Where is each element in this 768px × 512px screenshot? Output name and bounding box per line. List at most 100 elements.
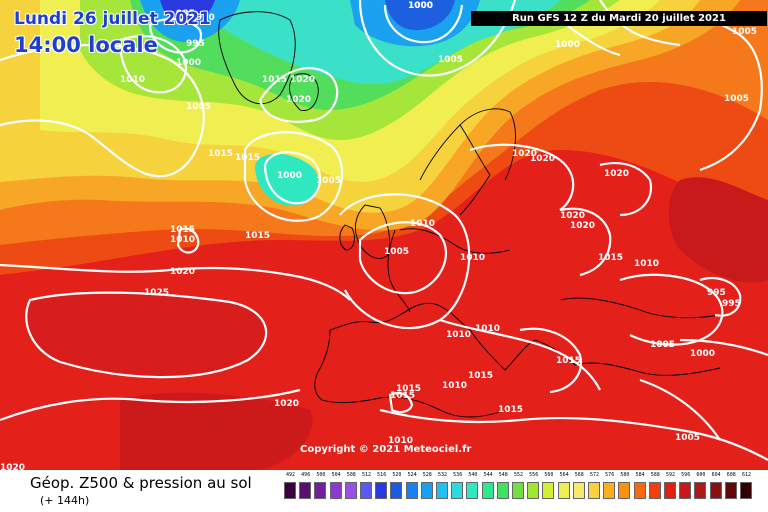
- scale-swatch: [360, 482, 372, 499]
- isobar-label: 1020: [170, 267, 195, 277]
- isobar-1015-balkans: [519, 327, 583, 394]
- scale-swatch: [420, 482, 433, 499]
- scale-swatch: [724, 482, 737, 499]
- scale-swatch: [375, 482, 388, 499]
- isobar-label: 995: [722, 299, 741, 309]
- scale-swatch: [284, 482, 296, 499]
- isobar-1005-se: [639, 378, 721, 441]
- isobar-label: 1010: [388, 436, 413, 446]
- scale-label: 608: [726, 472, 736, 478]
- scale-label: 520: [392, 472, 402, 478]
- scale-label: 540: [468, 472, 478, 478]
- scale-label: 524: [407, 472, 417, 478]
- isobar-1005-north: [358, 0, 517, 77]
- scale-label: 604: [711, 472, 721, 478]
- isobar-label: 1025: [144, 288, 169, 298]
- isobar-label: 1005: [732, 27, 757, 37]
- scale-swatch: [527, 482, 540, 499]
- scale-label: 588: [650, 472, 660, 478]
- isobar-label: 1010: [442, 381, 467, 391]
- geopotential-map-graphic: 985 990 995 1000 1000 1005 1000 1010 101…: [0, 0, 768, 470]
- zone-596-east: [668, 177, 768, 283]
- copyright-text: Copyright © 2021 Meteociel.fr: [300, 444, 472, 455]
- isobar-label: 1020: [604, 169, 629, 179]
- isobar-1010-ne: [599, 0, 681, 47]
- scale-swatch: [618, 482, 631, 499]
- isobar-1010-west: [0, 43, 205, 178]
- isobar-995-east: [699, 277, 742, 317]
- isobar-1010-africa: [379, 408, 768, 461]
- isobar-1010-med: [439, 318, 601, 391]
- isobar-label: 1020: [290, 75, 315, 85]
- scale-label: 568: [574, 472, 584, 478]
- scale-label: 504: [331, 472, 341, 478]
- isobar-990: [148, 17, 203, 54]
- scale-swatch: [740, 482, 752, 499]
- isobar-1025: [25, 291, 268, 379]
- scale-label: 512: [361, 472, 372, 478]
- scale-label: 496: [301, 472, 311, 478]
- forecast-time: 14:00 locale: [14, 33, 158, 57]
- isobar-1000-west: [118, 35, 188, 94]
- scale-label: 500: [316, 472, 326, 478]
- legend-bar: Géop. Z500 & pression au sol (+ 144h) 49…: [0, 470, 768, 512]
- zone-520: [385, 0, 455, 31]
- isobar-label: 985: [176, 9, 195, 19]
- scale-label: 532: [437, 472, 448, 478]
- scale-label: 552: [513, 472, 524, 478]
- isobar-1015-east: [559, 207, 612, 277]
- scale-swatch: [344, 482, 357, 499]
- isobar-label: 1000: [690, 349, 715, 359]
- isobar-label: 1015: [208, 149, 233, 159]
- coast-ireland: [339, 224, 355, 251]
- scale-swatch: [299, 482, 312, 499]
- scale-label: 572: [589, 472, 600, 478]
- isobar-label: 1020: [530, 154, 555, 164]
- isobar-label: 1015: [245, 231, 270, 241]
- isobar-label: 1015: [468, 371, 493, 381]
- scale-label: 580: [620, 472, 630, 478]
- isobar-1020-ne: [599, 162, 653, 217]
- scale-label: 592: [665, 472, 676, 478]
- weather-map: 985 990 995 1000 1000 1005 1000 1010 101…: [0, 0, 768, 470]
- scale-swatch: [512, 482, 524, 499]
- isobar-label: 1005: [724, 94, 749, 104]
- coast-turkey: [574, 362, 721, 376]
- scale-swatch: [588, 482, 600, 499]
- scale-label: 612: [741, 472, 752, 478]
- isobar-1015-africa: [388, 391, 414, 414]
- isobar-label: 1015: [556, 356, 581, 366]
- scale-swatch: [679, 482, 692, 499]
- scale-swatch: [436, 482, 448, 499]
- isobar-1015-small: [176, 227, 200, 254]
- coast-black-sea: [559, 297, 721, 319]
- coast-scandinavia: [419, 124, 491, 216]
- scale-label: 516: [377, 472, 387, 478]
- scale-swatch: [694, 482, 707, 499]
- scale-label: 508: [346, 472, 356, 478]
- isobar-label: 995: [186, 39, 205, 49]
- isobar-label: 1015: [235, 153, 260, 163]
- scale-swatch: [542, 482, 555, 499]
- scale-label: 560: [544, 472, 554, 478]
- isobar-labels: 985 990 995 1000 1000 1005 1000 1010 101…: [0, 1, 757, 470]
- isobar-label: 1005: [438, 55, 463, 65]
- coast-iceland: [289, 73, 319, 111]
- scale-label: 576: [605, 472, 615, 478]
- isobar-label: 1015: [396, 384, 421, 394]
- scale-swatch: [466, 482, 479, 499]
- isobar-label: 1010: [410, 219, 435, 229]
- isobar-label: 1020: [560, 211, 585, 221]
- coast-north-sea: [399, 228, 511, 254]
- isobar-label: 1010: [446, 330, 471, 340]
- color-scale: [284, 482, 754, 510]
- isobar-label: 1010: [634, 259, 659, 269]
- scale-swatch: [405, 482, 418, 499]
- isobar-1020-south: [0, 263, 351, 301]
- scale-swatch: [329, 482, 342, 499]
- color-scale-labels: 492 496 500 504 508 512 516 520 524 528 532 536 540 5…: [284, 472, 754, 482]
- scale-swatch: [633, 482, 646, 499]
- isobar-label: 1020: [570, 221, 595, 231]
- isobar-1010-europe: [339, 193, 471, 330]
- scale-label: 556: [529, 472, 539, 478]
